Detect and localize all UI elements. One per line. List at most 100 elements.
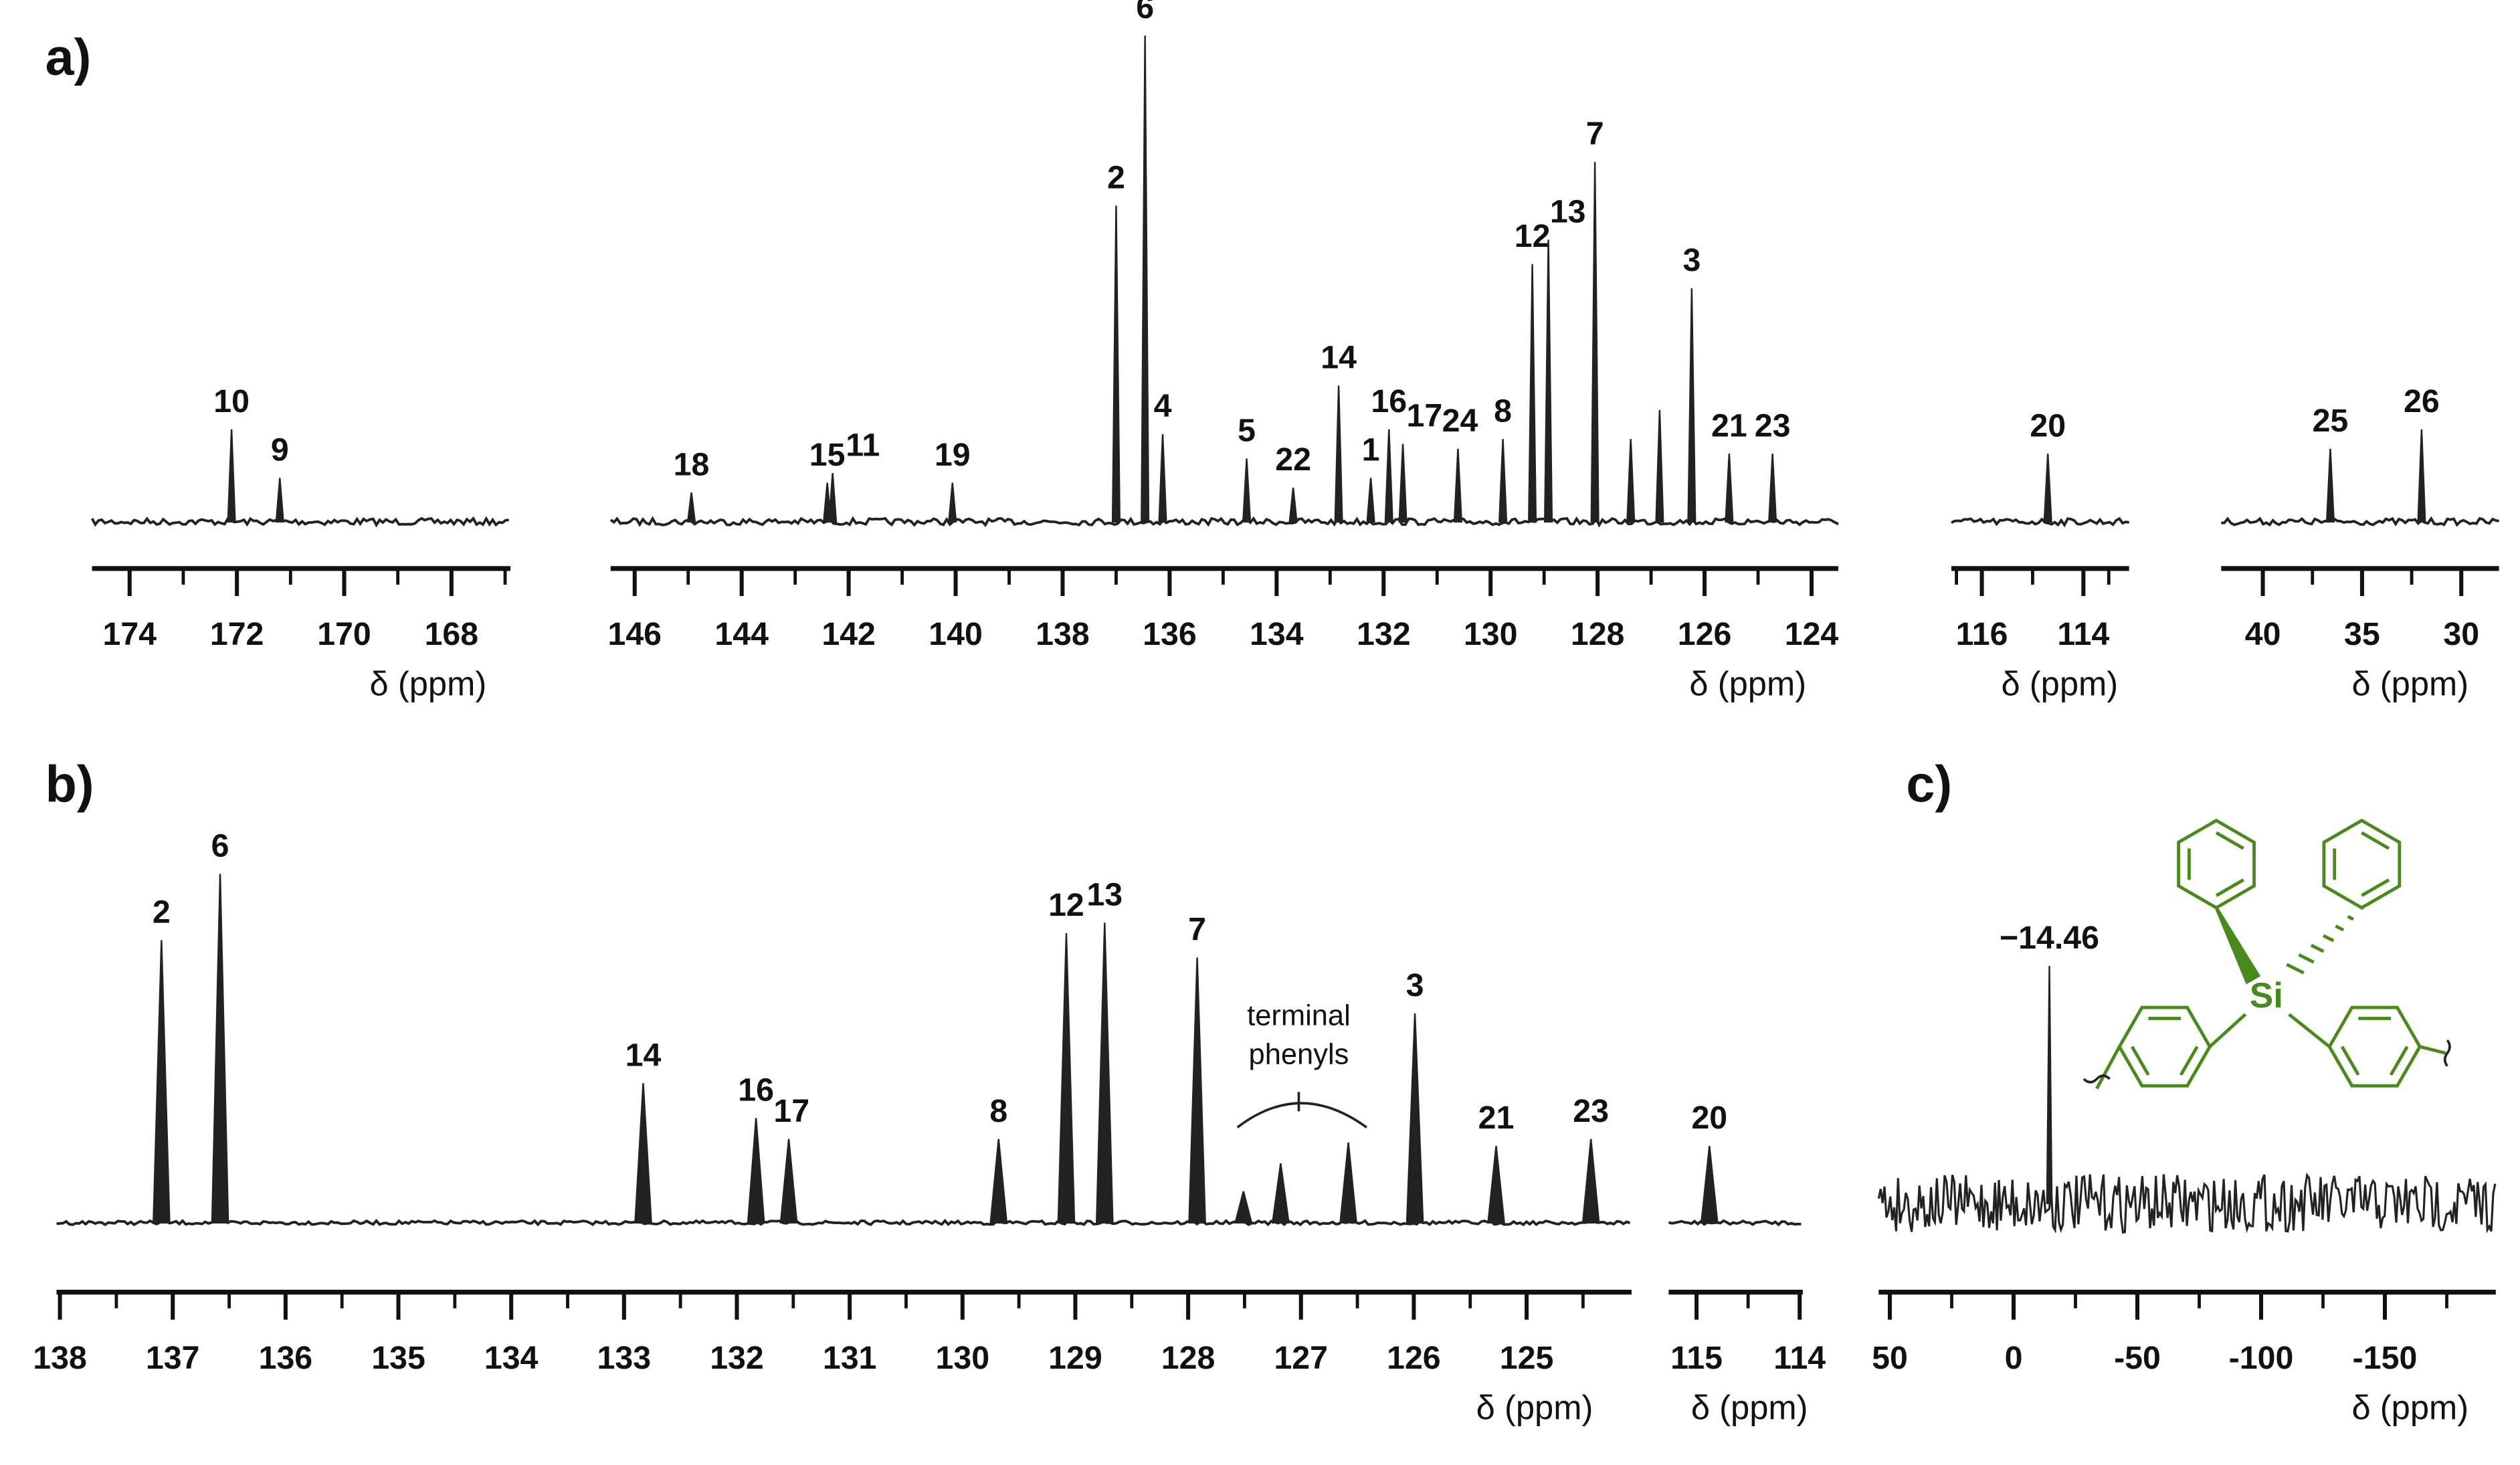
peak-label: 17 xyxy=(773,1093,809,1129)
x-axis-label: δ (ppm) xyxy=(1689,665,1806,703)
x-tick-label: 136 xyxy=(259,1340,313,1376)
x-tick-label: 115 xyxy=(1670,1340,1723,1376)
hash-bond xyxy=(2310,943,2325,953)
peak xyxy=(2417,429,2426,523)
peak-label: 14 xyxy=(625,1037,662,1073)
peak-label: 7 xyxy=(1188,912,1206,948)
panel-label: b) xyxy=(45,756,94,813)
peak xyxy=(1498,439,1508,523)
x-tick-label: 126 xyxy=(1387,1340,1441,1376)
x-tick-label: 116 xyxy=(1956,616,2008,652)
x-tick-label: 30 xyxy=(2443,616,2479,652)
x-tick-label: 132 xyxy=(710,1340,764,1376)
x-tick-label: 134 xyxy=(1250,616,1304,652)
peak xyxy=(1700,1145,1719,1224)
peak-label: 6 xyxy=(211,827,229,864)
x-axis-label: δ (ppm) xyxy=(2351,1388,2468,1426)
x-tick-label: 35 xyxy=(2344,616,2380,652)
peak xyxy=(747,1118,765,1224)
peak-label: 17 xyxy=(1407,398,1443,434)
x-axis-label: δ (ppm) xyxy=(2001,665,2118,703)
double-bond xyxy=(2340,1046,2360,1076)
peak-label: 5 xyxy=(1238,413,1256,449)
x-tick-label: 50 xyxy=(1872,1340,1908,1376)
peak-label: 20 xyxy=(1691,1100,1727,1136)
peak-label: 13 xyxy=(1086,876,1123,912)
baseline xyxy=(90,516,509,528)
peak xyxy=(989,1139,1008,1224)
peak xyxy=(1339,1142,1357,1224)
peak xyxy=(1768,454,1777,523)
x-axis-label: δ (ppm) xyxy=(1476,1388,1593,1426)
peak-label: 23 xyxy=(1755,407,1791,444)
double-bond xyxy=(2179,1046,2199,1076)
squiggle xyxy=(2082,1039,2451,1084)
peak xyxy=(1366,478,1375,523)
hash-bond xyxy=(2323,934,2335,943)
hash-bond xyxy=(2298,953,2315,964)
peak xyxy=(1581,1139,1600,1224)
peak xyxy=(2325,448,2335,523)
x-tick-label: 125 xyxy=(1500,1340,1554,1376)
baseline xyxy=(2221,516,2499,527)
peak-label: 12 xyxy=(1048,887,1084,923)
peak-label: 15 xyxy=(809,437,846,473)
x-tick-label: 146 xyxy=(607,616,662,652)
panel-label: a) xyxy=(45,29,92,86)
peak-label: 14 xyxy=(1321,340,1357,376)
baseline xyxy=(1951,516,2130,528)
peak-label: 9 xyxy=(271,432,289,468)
x-tick-label: 130 xyxy=(1464,616,1518,652)
x-tick-label: 129 xyxy=(1048,1340,1102,1376)
peak xyxy=(227,429,236,523)
peak xyxy=(1590,162,1600,523)
peak-label: 3 xyxy=(1682,242,1701,278)
x-axis-label: δ (ppm) xyxy=(370,665,487,703)
peak-label: 2 xyxy=(1107,160,1125,196)
baseline xyxy=(609,516,1839,528)
annotation: phenyls xyxy=(1249,1039,1349,1071)
peak xyxy=(1626,439,1636,523)
double-bond xyxy=(2215,831,2244,850)
bond xyxy=(2419,1045,2446,1055)
x-tick-label: 142 xyxy=(821,616,876,652)
peak-label: 18 xyxy=(674,446,710,482)
peak xyxy=(634,1083,652,1224)
peak-label: 3 xyxy=(1406,967,1424,1003)
peak xyxy=(211,874,229,1224)
peak xyxy=(1141,35,1150,523)
x-axis-label: δ (ppm) xyxy=(2351,665,2468,703)
peak xyxy=(686,492,696,523)
double-bond xyxy=(2215,878,2244,897)
peak-label: 8 xyxy=(1494,393,1512,429)
peak xyxy=(1188,957,1206,1224)
x-tick-label: 127 xyxy=(1274,1340,1328,1376)
baseline xyxy=(56,1219,1631,1227)
x-tick-label: 138 xyxy=(1036,616,1090,652)
peak-label: 22 xyxy=(1275,442,1311,478)
peak xyxy=(1384,429,1393,523)
peak xyxy=(1398,444,1408,523)
peak xyxy=(1544,239,1553,523)
hash-bond xyxy=(2335,924,2345,932)
peak xyxy=(948,482,957,523)
double-bond xyxy=(2361,878,2390,897)
structure xyxy=(2082,818,2451,1090)
peak-label: 24 xyxy=(1442,403,1478,439)
hash-bond xyxy=(2359,905,2364,910)
peak xyxy=(1528,264,1537,523)
x-tick-label: 128 xyxy=(1571,616,1625,652)
bond xyxy=(2095,1046,2121,1090)
peak-label: 16 xyxy=(738,1072,774,1108)
peak xyxy=(1242,458,1252,523)
peak xyxy=(1288,487,1298,523)
x-tick-label: 135 xyxy=(371,1340,425,1376)
x-tick-label: 126 xyxy=(1678,616,1732,652)
peak xyxy=(275,478,284,523)
peak xyxy=(1095,922,1114,1224)
hash-bond xyxy=(2347,914,2355,921)
peak xyxy=(1487,1145,1505,1224)
peak-label: 7 xyxy=(1586,116,1604,152)
hash-bond xyxy=(2286,963,2305,975)
